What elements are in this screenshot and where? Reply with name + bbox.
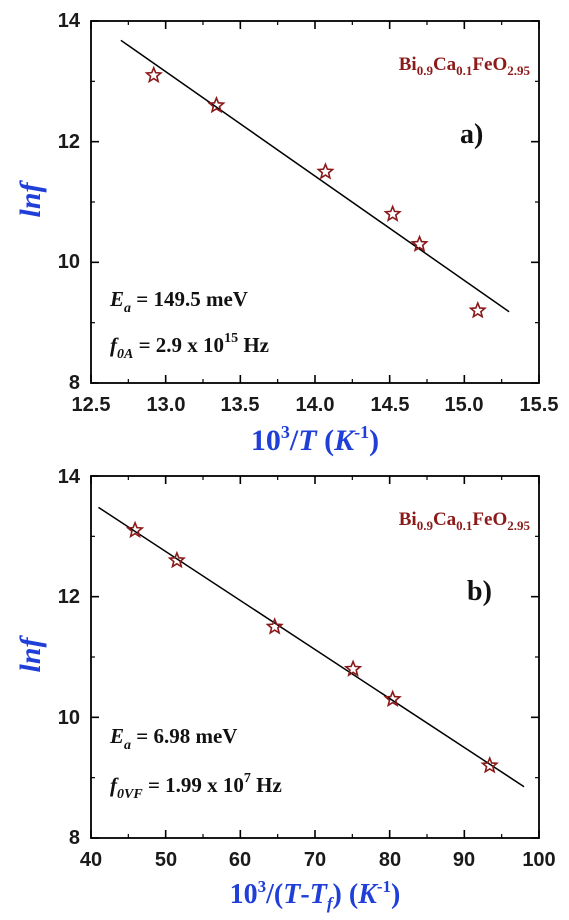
panel-b-ytick-8: 8 [69,827,80,849]
panel-b-ytick-10: 10 [58,707,80,729]
data-point-star-5 [410,234,429,253]
panel-b: 8 10 12 14 40 50 60 70 80 90 100 103/(T-… [14,466,556,913]
data-point-star-3 [265,617,284,635]
panel-a-ytick-10: 10 [58,251,80,273]
data-point-star-2 [207,95,226,114]
data-point-star-4 [343,659,363,677]
panel-b-points [125,520,499,774]
panel-b-attempt-frequency: f0VF = 1.99 x 107 Hz [110,771,282,802]
data-point-star-6 [468,300,487,319]
panel-a-y-axis-title: lnf [14,179,47,217]
panel-b-fit [98,506,525,788]
panel-a-xtick-13.0: 13.0 [147,394,186,416]
panel-a-xtick-14.5: 14.5 [371,394,410,416]
panel-b-ytick-12: 12 [58,586,80,608]
panel-a-points [144,65,487,319]
data-point-star-6 [480,755,499,774]
linear-fit-line [120,39,510,313]
panel-a-xtick-12.5: 12.5 [72,394,111,416]
panel-a-x-axis-title: 103/T (K-1) [251,422,379,457]
panel-a: 8 10 12 14 12.5 13.0 13.5 14.0 14.5 15.0… [14,10,558,457]
panel-b-xtick-70: 70 [304,849,326,871]
panel-b-x-axis-title: 103/(T-Tf) (K-1) [230,877,401,913]
panel-b-xtick-60: 60 [229,849,251,871]
panel-a-activation-energy: Ea = 149.5 meV [109,287,248,316]
panel-a-attempt-frequency: f0A = 2.9 x 1015 Hz [110,331,269,362]
data-point-star-5 [383,689,402,708]
panel-b-activation-energy: Ea = 6.98 meV [109,724,237,753]
panel-a-xtick-15.0: 15.0 [445,394,484,416]
panel-a-compound-formula: Bi0.9Ca0.1FeO2.95 [399,54,531,78]
panel-a-xtick-15.5: 15.5 [520,394,559,416]
panel-b-xtick-100: 100 [522,849,555,871]
panel-a-xtick-13.5: 13.5 [221,394,260,416]
panel-b-ytick-14: 14 [58,466,81,488]
data-point-star-4 [383,204,402,222]
panel-a-xtick-14.0: 14.0 [296,394,335,416]
panel-a-ytick-8: 8 [69,372,80,394]
panel-a-fit [120,39,510,313]
panel-b-label: b) [467,576,492,607]
panel-a-ytick-12: 12 [58,131,80,153]
panel-b-y-axis-title: lnf [14,634,47,672]
data-point-star-3 [316,162,335,180]
linear-fit-line [98,506,525,788]
panel-a-ticks [90,20,540,384]
panel-b-ticks [90,475,540,839]
panel-b-xtick-40: 40 [80,849,102,871]
panel-b-xtick-90: 90 [453,849,475,871]
data-point-star-2 [167,550,187,569]
panel-b-compound-formula: Bi0.9Ca0.1FeO2.95 [399,509,531,533]
panel-a-ytick-14: 14 [58,10,81,32]
data-point-star-1 [125,520,145,539]
panel-b-xtick-50: 50 [155,849,177,871]
data-point-star-1 [144,65,163,84]
panel-b-xtick-80: 80 [379,849,401,871]
panel-a-label: a) [460,119,483,150]
